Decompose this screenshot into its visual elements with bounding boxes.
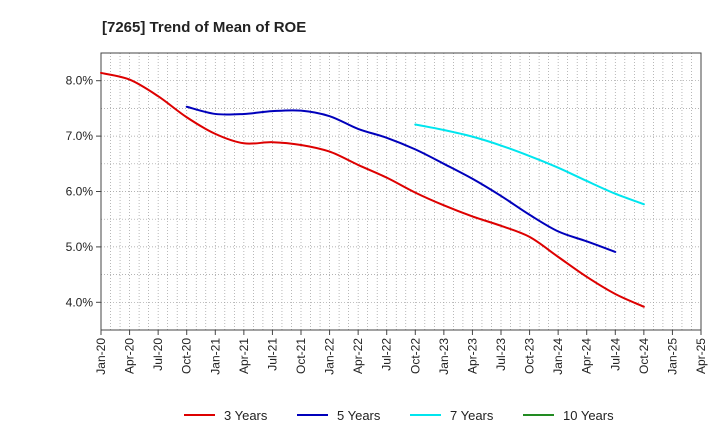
x-tick-label: Jan-24 (551, 338, 565, 375)
x-tick-label: Jan-25 (665, 338, 679, 375)
legend-item-3-years: 3 Years (184, 408, 268, 423)
y-tick-label: 4.0% (66, 295, 94, 309)
x-tick-label: Jul-21 (265, 338, 279, 371)
x-tick-label: Oct-21 (294, 338, 308, 374)
legend-label: 7 Years (450, 408, 494, 423)
axes: 4.0% 5.0% 6.0% 7.0% 8.0% Jan-20 Apr-20 Jul-20 Oc… (66, 52, 708, 375)
legend-label: 10 Years (563, 408, 614, 423)
y-tick-label: 5.0% (66, 240, 94, 254)
x-tick-label: Apr-21 (237, 338, 251, 374)
legend: 3 Years 5 Years 7 Years 10 Years (184, 408, 614, 423)
x-tick-label: Apr-24 (580, 338, 594, 374)
chart-title: [7265] Trend of Mean of ROE (102, 19, 306, 36)
legend-item-10-years: 10 Years (523, 408, 614, 423)
x-tick-label: Jul-22 (380, 338, 394, 371)
series-lines (100, 71, 645, 308)
x-tick-label: Jan-21 (208, 338, 222, 375)
series-line-7-years (414, 123, 645, 206)
x-tick-label: Apr-22 (351, 338, 365, 374)
x-tick-label: Oct-20 (180, 338, 194, 374)
y-tick-label: 7.0% (66, 129, 94, 143)
series-line-5-years (185, 105, 617, 253)
legend-label: 3 Years (224, 408, 268, 423)
x-tick-label: Oct-23 (523, 338, 537, 374)
y-tick-label: 8.0% (66, 74, 94, 88)
series-line-3-years (100, 71, 645, 308)
x-tick-label: Oct-22 (408, 338, 422, 374)
y-tick-label: 6.0% (66, 185, 94, 199)
x-tick-label: Apr-20 (123, 338, 137, 374)
legend-item-5-years: 5 Years (297, 408, 381, 423)
x-tick-label: Jan-20 (94, 338, 108, 375)
x-tick-label: Apr-23 (465, 338, 479, 374)
legend-item-7-years: 7 Years (410, 408, 494, 423)
x-tick-label: Jul-23 (494, 338, 508, 371)
x-tick-label: Jan-22 (323, 338, 337, 375)
x-tick-label: Apr-25 (694, 338, 708, 374)
x-tick-label: Jul-24 (608, 338, 622, 371)
x-tick-label: Oct-24 (637, 338, 651, 374)
legend-label: 5 Years (337, 408, 381, 423)
x-tick-label: Jul-20 (151, 338, 165, 371)
x-tick-label: Jan-23 (437, 338, 451, 375)
